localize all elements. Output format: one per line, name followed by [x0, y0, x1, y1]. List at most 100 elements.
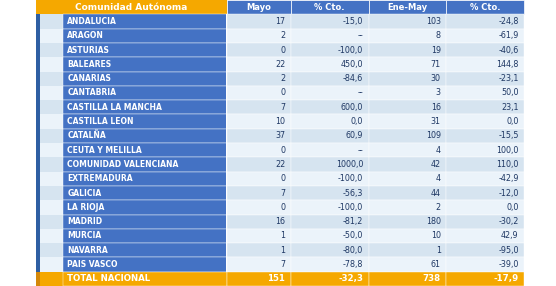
Bar: [291, 157, 369, 172]
Bar: [226, 57, 227, 72]
Bar: [40, 243, 63, 257]
Bar: [227, 186, 291, 200]
Bar: [36, 143, 40, 157]
Text: CANTABRIA: CANTABRIA: [67, 88, 116, 98]
Text: 1000,0: 1000,0: [336, 160, 363, 169]
Bar: [227, 243, 291, 257]
Text: 2: 2: [280, 31, 285, 40]
Bar: [226, 129, 227, 143]
Bar: [227, 157, 291, 172]
Bar: [291, 57, 369, 72]
Text: 42,9: 42,9: [501, 231, 519, 241]
Bar: [36, 57, 40, 72]
Bar: [291, 114, 369, 129]
Bar: [446, 214, 524, 229]
Bar: [40, 114, 63, 129]
Bar: [227, 72, 291, 86]
Bar: [226, 143, 227, 157]
Text: -95,0: -95,0: [498, 246, 519, 255]
Bar: [369, 43, 446, 57]
Text: -100,0: -100,0: [338, 45, 363, 55]
Bar: [227, 29, 291, 43]
Bar: [369, 172, 446, 186]
Text: CASTILLA LA MANCHA: CASTILLA LA MANCHA: [67, 103, 162, 112]
Text: 0,0: 0,0: [351, 117, 363, 126]
Text: EXTREMADURA: EXTREMADURA: [67, 174, 133, 183]
Text: -61,9: -61,9: [498, 31, 519, 40]
Bar: [291, 172, 369, 186]
Text: 61: 61: [431, 260, 441, 269]
Bar: [63, 129, 227, 143]
Text: 2: 2: [280, 74, 285, 83]
Text: % Cto.: % Cto.: [315, 3, 345, 12]
Bar: [63, 157, 227, 172]
Bar: [291, 72, 369, 86]
Bar: [40, 72, 63, 86]
Bar: [227, 214, 291, 229]
Bar: [36, 157, 40, 172]
Bar: [40, 200, 63, 214]
Bar: [226, 243, 227, 257]
Bar: [40, 57, 63, 72]
Bar: [291, 100, 369, 114]
Bar: [291, 272, 369, 286]
Text: CATALÑA: CATALÑA: [67, 131, 106, 140]
Text: 151: 151: [267, 274, 285, 283]
Bar: [446, 57, 524, 72]
Bar: [369, 29, 446, 43]
Bar: [0, 57, 36, 72]
Bar: [0, 229, 36, 243]
Bar: [0, 214, 36, 229]
Bar: [291, 214, 369, 229]
Bar: [40, 143, 63, 157]
Bar: [226, 214, 227, 229]
Bar: [227, 129, 291, 143]
Bar: [63, 143, 227, 157]
Bar: [446, 86, 524, 100]
Text: 60,9: 60,9: [346, 131, 363, 140]
Bar: [227, 257, 291, 272]
Text: CEUTA Y MELILLA: CEUTA Y MELILLA: [67, 146, 142, 155]
Bar: [63, 200, 227, 214]
Bar: [446, 100, 524, 114]
Bar: [291, 186, 369, 200]
Text: 22: 22: [275, 60, 285, 69]
Bar: [0, 257, 36, 272]
Text: 7: 7: [280, 103, 285, 112]
Bar: [369, 14, 446, 29]
Text: COMUNIDAD VALENCIANA: COMUNIDAD VALENCIANA: [67, 160, 178, 169]
Text: 37: 37: [275, 131, 285, 140]
Text: 1: 1: [280, 231, 285, 241]
Bar: [291, 0, 369, 14]
Bar: [227, 172, 291, 186]
Bar: [369, 200, 446, 214]
Text: 600,0: 600,0: [341, 103, 363, 112]
Text: ASTURIAS: ASTURIAS: [67, 45, 110, 55]
Bar: [369, 257, 446, 272]
Bar: [0, 129, 36, 143]
Text: 0: 0: [280, 88, 285, 98]
Bar: [63, 186, 227, 200]
Bar: [36, 100, 40, 114]
Text: -100,0: -100,0: [338, 203, 363, 212]
Text: 17: 17: [275, 17, 285, 26]
Text: 10: 10: [431, 231, 441, 241]
Text: PAIS VASCO: PAIS VASCO: [67, 260, 118, 269]
Text: -30,2: -30,2: [498, 217, 519, 226]
Bar: [40, 100, 63, 114]
Bar: [36, 200, 40, 214]
Bar: [63, 243, 227, 257]
Bar: [446, 229, 524, 243]
Bar: [291, 129, 369, 143]
Bar: [63, 57, 227, 72]
Bar: [36, 43, 40, 57]
Bar: [0, 114, 36, 129]
Bar: [63, 29, 227, 43]
Text: -80,0: -80,0: [343, 246, 363, 255]
Bar: [63, 172, 227, 186]
Bar: [226, 114, 227, 129]
Text: 23,1: 23,1: [502, 103, 519, 112]
Bar: [226, 100, 227, 114]
Bar: [227, 0, 291, 14]
Bar: [446, 129, 524, 143]
